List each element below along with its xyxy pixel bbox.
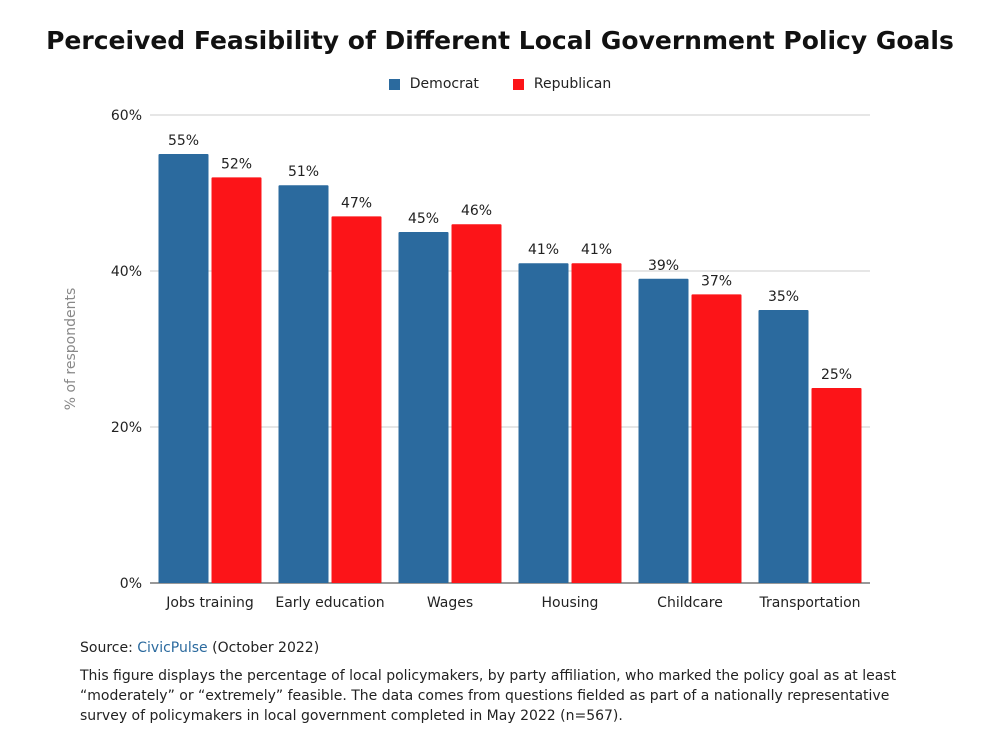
bar-republican [691, 294, 742, 583]
y-tick-label: 60% [111, 108, 142, 124]
bar-republican [811, 388, 862, 583]
x-tick-label: Jobs training [165, 595, 254, 611]
bar-democrat [398, 232, 449, 583]
x-tick-label: Transportation [758, 595, 860, 611]
data-label: 51% [288, 164, 319, 180]
legend-swatch-republican [512, 78, 524, 90]
bar-democrat [158, 154, 209, 583]
source-suffix: (October 2022) [207, 640, 320, 656]
x-tick-label: Early education [275, 595, 384, 611]
x-tick-label: Housing [542, 595, 599, 611]
data-label: 35% [768, 289, 799, 305]
bar-republican [451, 224, 502, 583]
legend-item-democrat: Democrat [388, 76, 479, 92]
legend: Democrat Republican [0, 76, 1000, 92]
bar-democrat [278, 185, 329, 583]
source-prefix: Source: [80, 640, 138, 656]
x-tick-label: Childcare [657, 595, 723, 611]
bar-republican [211, 177, 262, 583]
legend-label: Republican [533, 76, 612, 92]
bar-democrat [518, 263, 569, 583]
data-label: 46% [461, 203, 492, 219]
data-label: 37% [701, 273, 732, 289]
source-line: Source: CivicPulse (October 2022) [80, 640, 319, 656]
figure-note: This figure displays the percentage of l… [80, 668, 897, 724]
y-tick-label: 0% [120, 576, 142, 592]
data-label: 45% [408, 211, 439, 227]
data-label: 41% [581, 242, 612, 258]
bar-republican [571, 263, 622, 583]
data-label: 52% [221, 156, 252, 172]
legend-label: Democrat [409, 76, 479, 92]
bar-democrat [758, 310, 809, 583]
data-label: 47% [341, 195, 372, 211]
x-tick-label: Wages [427, 595, 473, 611]
chart-title: Perceived Feasibility of Different Local… [46, 26, 954, 55]
bar-democrat [638, 278, 689, 583]
y-tick-label: 40% [111, 264, 142, 280]
data-label: 25% [821, 367, 852, 383]
source-link[interactable]: CivicPulse [137, 640, 208, 656]
y-axis-label: % of respondents [63, 288, 79, 411]
data-label: 41% [528, 242, 559, 258]
bar-chart: 0% 20% 40% 60% % of respondents 55% 52% Jobs tr… [63, 108, 870, 611]
legend-item-republican: Republican [512, 76, 612, 92]
y-tick-label: 20% [111, 420, 142, 436]
data-label: 39% [648, 258, 679, 274]
legend-swatch-democrat [388, 78, 400, 90]
data-label: 55% [168, 133, 199, 149]
bar-republican [331, 216, 382, 583]
